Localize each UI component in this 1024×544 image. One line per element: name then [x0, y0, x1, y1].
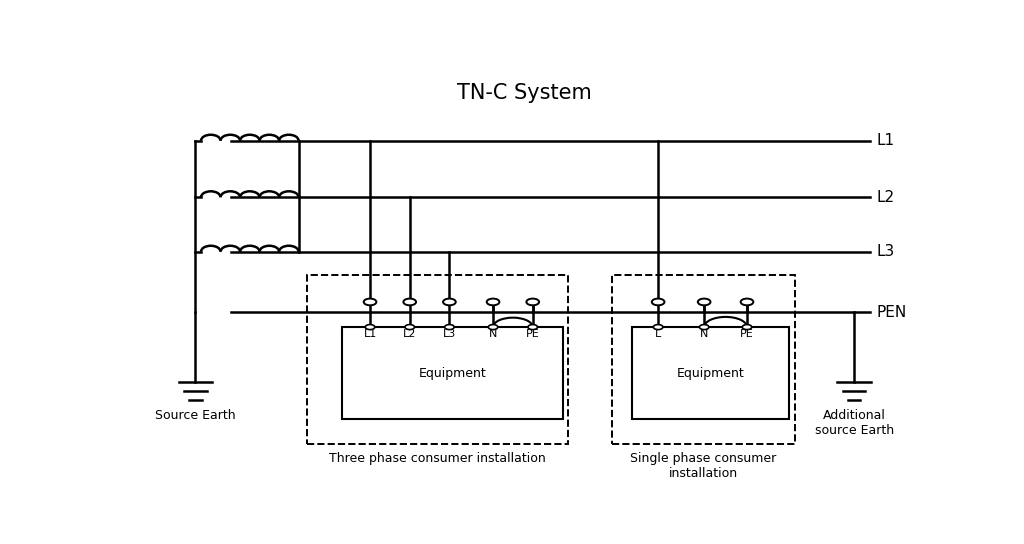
Text: PEN: PEN	[877, 305, 906, 320]
Text: L1: L1	[877, 133, 895, 148]
Bar	[632, 327, 790, 419]
Text: N: N	[700, 329, 709, 339]
Circle shape	[404, 325, 415, 330]
Text: Equipment: Equipment	[419, 367, 486, 380]
Circle shape	[653, 325, 663, 330]
Text: L2: L2	[403, 329, 417, 339]
Text: PE: PE	[526, 329, 540, 339]
Circle shape	[697, 299, 711, 305]
Text: L3: L3	[442, 329, 456, 339]
Text: TN-C System: TN-C System	[458, 83, 592, 102]
Text: L2: L2	[877, 190, 895, 205]
Circle shape	[528, 325, 538, 330]
Circle shape	[444, 325, 455, 330]
Circle shape	[742, 325, 752, 330]
Circle shape	[526, 299, 539, 305]
Text: Source Earth: Source Earth	[156, 409, 236, 422]
Circle shape	[488, 325, 498, 330]
Text: L3: L3	[877, 244, 895, 259]
Text: Single phase consumer
installation: Single phase consumer installation	[630, 452, 776, 480]
Circle shape	[366, 325, 375, 330]
Text: L1: L1	[364, 329, 377, 339]
Text: PE: PE	[740, 329, 754, 339]
Circle shape	[652, 299, 665, 305]
Text: L: L	[655, 329, 662, 339]
Circle shape	[443, 299, 456, 305]
Circle shape	[403, 299, 416, 305]
Text: N: N	[488, 329, 498, 339]
Bar	[612, 275, 795, 444]
Bar	[342, 327, 563, 419]
Circle shape	[364, 299, 377, 305]
Text: Additional
source Earth: Additional source Earth	[814, 409, 894, 437]
Circle shape	[486, 299, 500, 305]
Circle shape	[740, 299, 754, 305]
Text: Three phase consumer installation: Three phase consumer installation	[329, 452, 546, 465]
Bar	[306, 275, 568, 444]
Circle shape	[699, 325, 709, 330]
Text: Equipment: Equipment	[677, 367, 744, 380]
